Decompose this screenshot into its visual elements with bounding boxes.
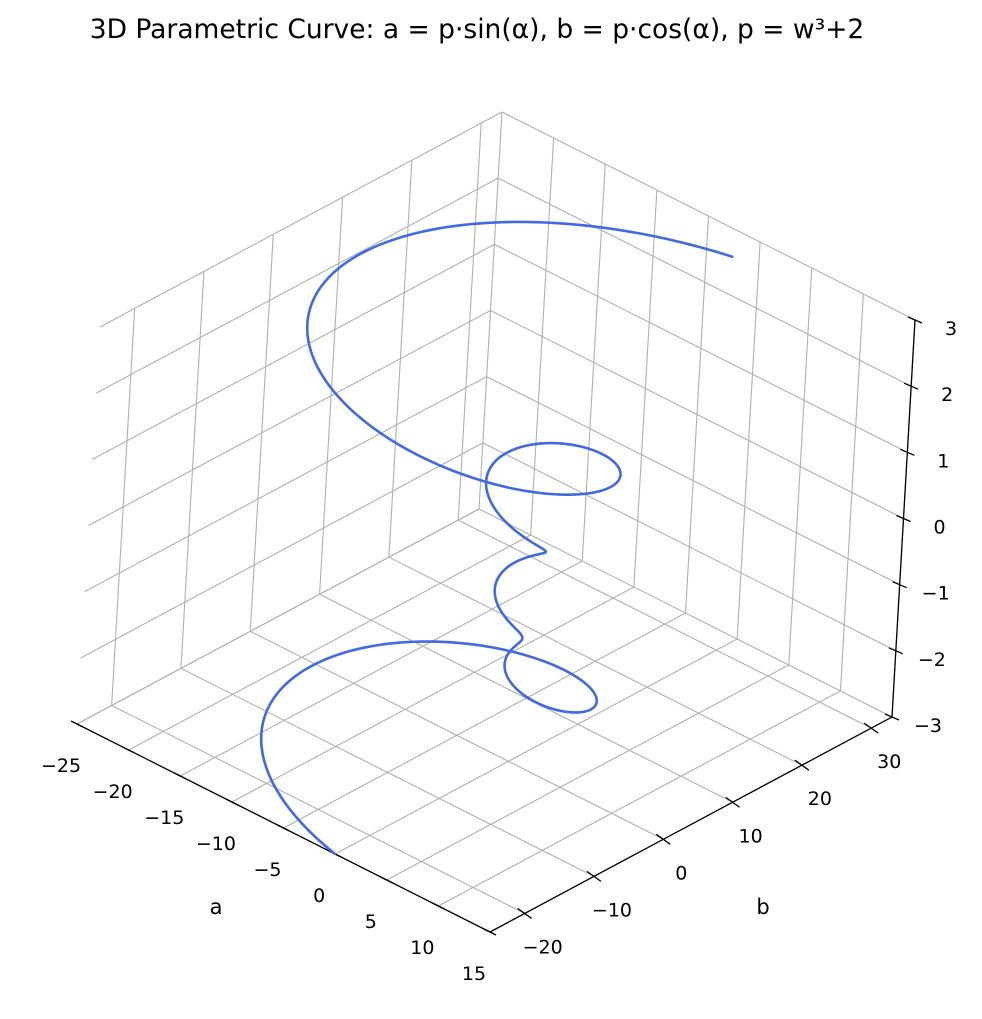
grid-line-floor-y: [319, 593, 733, 803]
grid-line-wall-z: [99, 111, 503, 328]
grid-line-floor-x: [128, 534, 531, 751]
ticks-layer: −25−20−15−10−5051015−20−100102030−3−2−10…: [41, 316, 957, 985]
x-tick-label: 15: [462, 963, 486, 985]
grid-line-wall-z: [88, 310, 491, 526]
y-tick-mark: [517, 907, 533, 919]
grid-line-wall-z: [501, 111, 916, 321]
y-tick-label: 30: [877, 751, 901, 773]
y-tick-label: 0: [675, 862, 687, 884]
grid-line-floor-x: [438, 690, 841, 907]
grid-line-floor-x: [386, 664, 790, 881]
z-tick-mark: [907, 316, 923, 324]
z-tick-mark: [888, 647, 904, 655]
y-tick-label: 20: [808, 788, 832, 810]
x-tick-mark: [70, 720, 84, 728]
y-tick-mark: [655, 833, 671, 845]
grid-line-floor-x: [283, 612, 686, 829]
chart-title: 3D Parametric Curve: a = p·sin(α), b = p…: [90, 14, 865, 45]
x-tick-label: 0: [313, 885, 325, 907]
grid-line-wall-z: [92, 243, 495, 460]
grid-line-wall-z: [95, 177, 499, 394]
grid-line-wall-z: [490, 310, 904, 519]
grid-line-floor-x: [334, 638, 738, 855]
z-tick-label: −2: [918, 649, 946, 671]
x-tick-label: −25: [41, 755, 81, 777]
x-tick-label: −15: [144, 807, 184, 829]
x-tick-label: −10: [196, 833, 236, 855]
curve-layer: [259, 220, 734, 856]
z-tick-mark: [884, 713, 900, 721]
grid-line-floor-y: [388, 556, 803, 766]
x-tick-mark: [380, 876, 394, 884]
x-tick-mark: [225, 798, 239, 806]
curve-series-0: [259, 220, 734, 856]
z-tick-mark: [896, 514, 911, 523]
grid-line-floor-y: [457, 519, 872, 729]
grid-line-floor-y: [111, 704, 525, 914]
y-tick-mark: [863, 722, 879, 734]
grid-line-wall-z: [494, 243, 908, 453]
z-tick-label: 1: [937, 450, 949, 472]
grid-line-floor-x: [231, 586, 635, 803]
grid-line-floor-y: [180, 667, 595, 877]
grid-layer: [76, 111, 916, 933]
x-tick-mark: [432, 902, 445, 910]
grid-line-wall-z: [76, 508, 480, 725]
y-tick-label: 10: [738, 825, 762, 847]
x-tick-mark: [277, 824, 290, 832]
y-axis-label: b: [756, 895, 769, 919]
x-tick-label: 5: [365, 911, 377, 933]
x-axis-label: a: [210, 895, 223, 919]
z-tick-label: −3: [914, 715, 942, 737]
x-tick-mark: [483, 928, 497, 936]
z-tick-mark: [900, 448, 915, 456]
x-tick-mark: [173, 772, 187, 780]
grid-line-wall-z: [482, 442, 897, 652]
y-axis-line: [489, 716, 893, 933]
x-tick-label: −5: [253, 859, 281, 881]
y-tick-label: −20: [523, 936, 563, 958]
z-tick-mark: [903, 382, 919, 390]
grid-line-wall-z: [80, 442, 484, 659]
z-tick-label: −1: [922, 583, 950, 605]
y-tick-mark: [725, 796, 740, 808]
y-tick-mark: [586, 870, 602, 882]
grid-line-wall-z: [497, 177, 912, 387]
grid-line-wall-z: [478, 508, 893, 718]
y-tick-mark: [794, 759, 810, 771]
x-tick-label: −20: [93, 781, 133, 803]
z-tick-label: 0: [933, 517, 945, 539]
grid-line-floor-x: [179, 560, 583, 777]
grid-line-wall-z: [486, 376, 900, 586]
grid-line-wall-z: [84, 376, 487, 593]
x-tick-label: 10: [410, 937, 434, 959]
x-tick-mark: [122, 746, 135, 754]
z-tick-mark: [892, 581, 907, 589]
z-tick-label: 2: [941, 384, 953, 406]
z-tick-label: 3: [945, 318, 957, 340]
grid-line-floor-y: [250, 630, 664, 840]
y-tick-label: −10: [592, 899, 632, 921]
